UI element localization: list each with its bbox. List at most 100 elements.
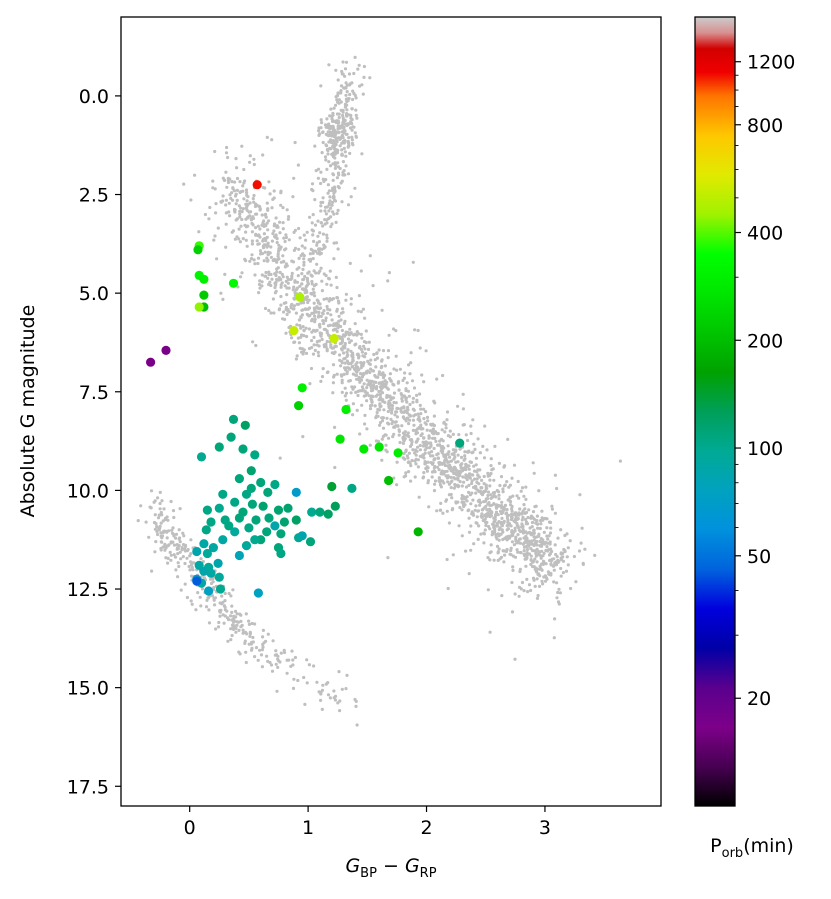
background-point-2597 [247,619,251,623]
background-point-2896 [169,558,173,562]
background-point-2129 [263,224,267,228]
background-point-1423 [385,395,389,399]
background-point-2732 [303,702,307,707]
background-point-2484 [319,209,323,213]
background-point-2612 [155,525,159,529]
background-point-2382 [334,95,338,99]
background-point-1200 [275,277,279,282]
background-point-246 [345,359,349,363]
background-point-910 [430,450,434,454]
background-point-1941 [550,504,554,508]
background-point-1346 [245,191,249,195]
background-point-2134 [488,551,492,555]
background-point-1917 [506,437,510,441]
background-point-2302 [347,136,351,140]
background-point-1209 [527,508,531,512]
binary-point-44 [273,505,284,515]
background-point-1748 [388,401,392,406]
background-point-2097 [328,269,332,273]
background-point-2071 [279,189,283,193]
background-point-532 [413,475,417,479]
background-point-2853 [270,669,275,673]
binary-point-19 [374,442,384,452]
background-point-1913 [485,508,489,512]
background-point-2062 [344,292,348,296]
background-point-1724 [456,476,460,480]
background-point-2725 [165,515,169,519]
background-point-1672 [432,414,436,418]
background-point-2423 [341,72,345,76]
background-point-2845 [319,690,323,694]
background-point-2136 [550,507,555,511]
background-point-1971 [509,515,514,519]
background-point-2108 [328,308,332,312]
background-point-2251 [319,181,323,186]
background-point-1768 [346,348,350,352]
background-point-559 [249,257,254,261]
background-point-1642 [211,186,215,190]
background-point-1699 [250,230,254,234]
background-point-1796 [565,555,569,559]
background-point-2280 [341,60,345,64]
background-point-2799 [230,604,234,608]
background-point-2247 [321,224,325,228]
background-point-2190 [334,163,338,168]
background-point-2911 [333,698,337,702]
background-point-1150 [354,373,358,377]
background-point-1863 [490,510,494,514]
background-point-2544 [321,130,325,134]
background-point-637 [377,348,381,352]
background-point-2790 [212,598,216,602]
background-point-2660 [156,516,161,520]
background-point-2632 [226,616,230,620]
background-point-2630 [168,550,172,555]
background-point-2702 [239,619,243,624]
background-point-545 [299,326,303,330]
background-point-2001 [456,460,460,464]
background-point-1617 [389,379,393,383]
background-point-1829 [467,467,471,471]
background-point-2030 [301,350,306,354]
background-point-495 [449,486,453,490]
background-point-1488 [365,386,369,390]
background-point-1298 [474,504,478,508]
background-point-1509 [404,396,408,400]
background-point-2806 [199,604,203,608]
background-point-2567 [335,140,339,144]
background-point-855 [258,279,262,283]
background-point-900 [524,530,528,534]
background-point-1589 [292,304,296,308]
background-point-1334 [387,436,391,440]
background-point-1716 [507,498,511,502]
background-point-1778 [311,287,315,291]
background-point-921 [245,244,249,248]
background-point-2292 [302,263,306,267]
background-point-2397 [353,55,357,60]
background-point-1419 [244,259,248,263]
background-point-1915 [535,570,539,574]
background-point-2577 [216,625,221,629]
background-point-2368 [311,233,315,237]
background-point-2922 [235,620,239,624]
background-point-1712 [536,553,540,557]
background-point-299 [365,378,369,382]
background-point-1578 [246,203,250,207]
y-tick-label-3: 7.5 [79,382,109,404]
background-point-1737 [379,389,383,393]
background-point-1014 [308,313,312,318]
background-point-2749 [229,594,233,598]
background-point-1990 [411,260,415,264]
background-point-291 [262,232,266,236]
background-point-970 [462,495,466,499]
background-point-988 [271,258,275,263]
background-point-239 [467,516,471,520]
background-point-1948 [553,473,558,477]
background-point-1762 [321,367,325,371]
background-point-2252 [285,275,289,279]
background-point-1870 [234,192,238,196]
background-point-687 [488,558,492,562]
background-point-1444 [275,240,279,245]
background-point-2306 [354,108,358,112]
background-point-972 [482,506,486,510]
binary-point-80 [215,584,226,594]
